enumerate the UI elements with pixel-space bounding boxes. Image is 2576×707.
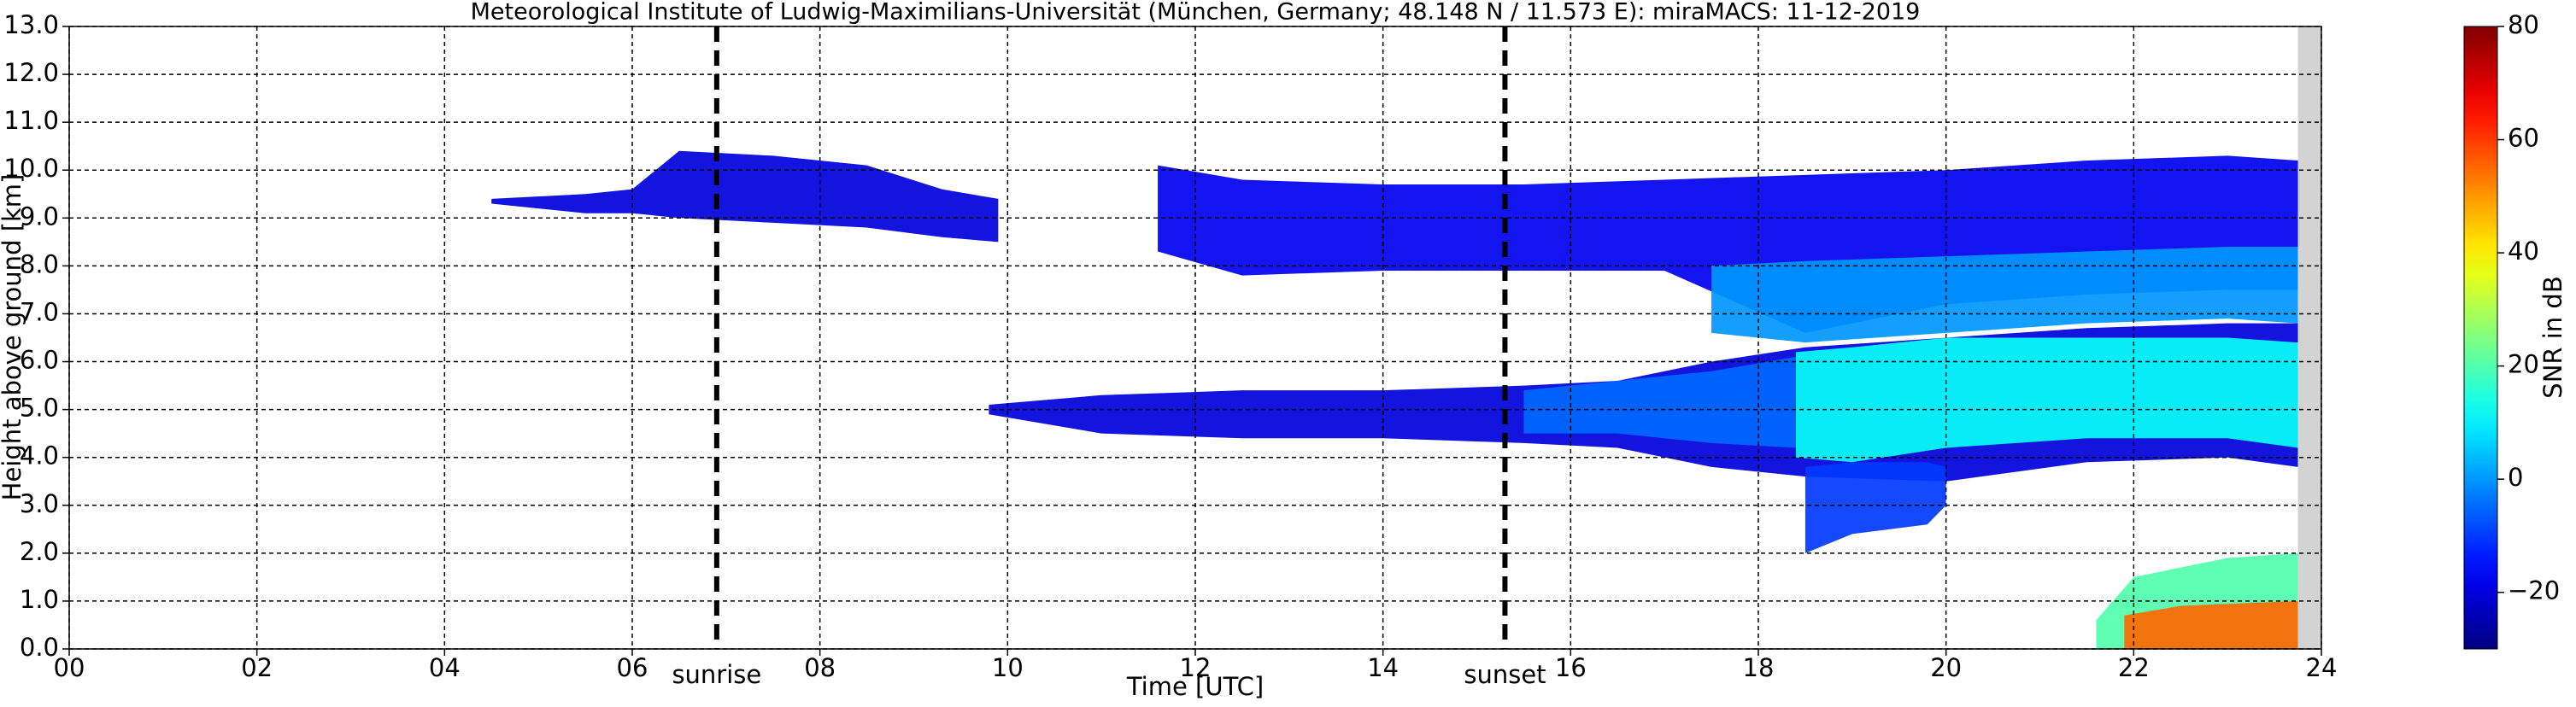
y-tick-label: 3.0 (20, 489, 59, 518)
y-tick-label: 8.0 (20, 249, 59, 278)
colorbar-tick-label: 20 (2508, 350, 2539, 379)
echo-region (491, 150, 999, 242)
x-tick-label: 22 (2118, 653, 2150, 682)
y-tick-label: 11.0 (3, 106, 59, 135)
x-tick-label: 16 (1555, 653, 1587, 682)
y-tick-label: 0.0 (20, 633, 59, 662)
x-tick-label: 14 (1367, 653, 1399, 682)
echo-region (1523, 356, 1796, 448)
x-tick-label: 02 (241, 653, 273, 682)
y-tick-label: 12.0 (3, 58, 59, 87)
y-tick-label: 2.0 (20, 537, 59, 566)
y-tick-label: 7.0 (20, 297, 59, 326)
x-tick-label: 18 (1743, 653, 1775, 682)
y-tick-label: 1.0 (20, 585, 59, 614)
chart-title: Meteorological Institute of Ludwig-Maxim… (471, 0, 1921, 26)
y-axis-label: Height above ground [km] (0, 174, 26, 501)
x-tick-label: 20 (1930, 653, 1962, 682)
echo-region (1711, 246, 2298, 343)
colorbar-tick-label: 40 (2508, 237, 2539, 266)
x-tick-label: 12 (1180, 653, 1212, 682)
plot-frame (68, 26, 2322, 650)
y-tick-label: 10.0 (3, 154, 59, 183)
colorbar-tick-label: 0 (2508, 463, 2523, 492)
marker-label: sunset (1464, 660, 1546, 689)
x-tick-label: 06 (617, 653, 648, 682)
x-axis-label: Time [UTC] (1126, 672, 1264, 701)
colorbar-label: SNR in dB (2538, 276, 2567, 398)
echo-region (2124, 600, 2298, 649)
y-tick-label: 13.0 (3, 10, 59, 39)
echo-region (1804, 462, 1946, 553)
x-tick-label: 24 (2306, 653, 2338, 682)
x-tick-label: 00 (54, 653, 85, 682)
colorbar-tick-label: 80 (2508, 10, 2539, 39)
y-tick-label: 9.0 (20, 202, 59, 231)
colorbar (2463, 26, 2498, 650)
colorbar-tick-label: 60 (2508, 124, 2539, 153)
x-tick-label: 08 (804, 653, 836, 682)
echo-region (1795, 337, 2298, 463)
x-tick-label: 10 (992, 653, 1024, 682)
x-tick-label: 04 (429, 653, 461, 682)
y-tick-label: 5.0 (20, 394, 59, 423)
y-tick-label: 4.0 (20, 441, 59, 470)
y-tick-label: 6.0 (20, 346, 59, 375)
colorbar-tick-label: −20 (2508, 576, 2560, 605)
marker-label: sunrise (672, 660, 761, 689)
no-data-region (2297, 26, 2321, 649)
